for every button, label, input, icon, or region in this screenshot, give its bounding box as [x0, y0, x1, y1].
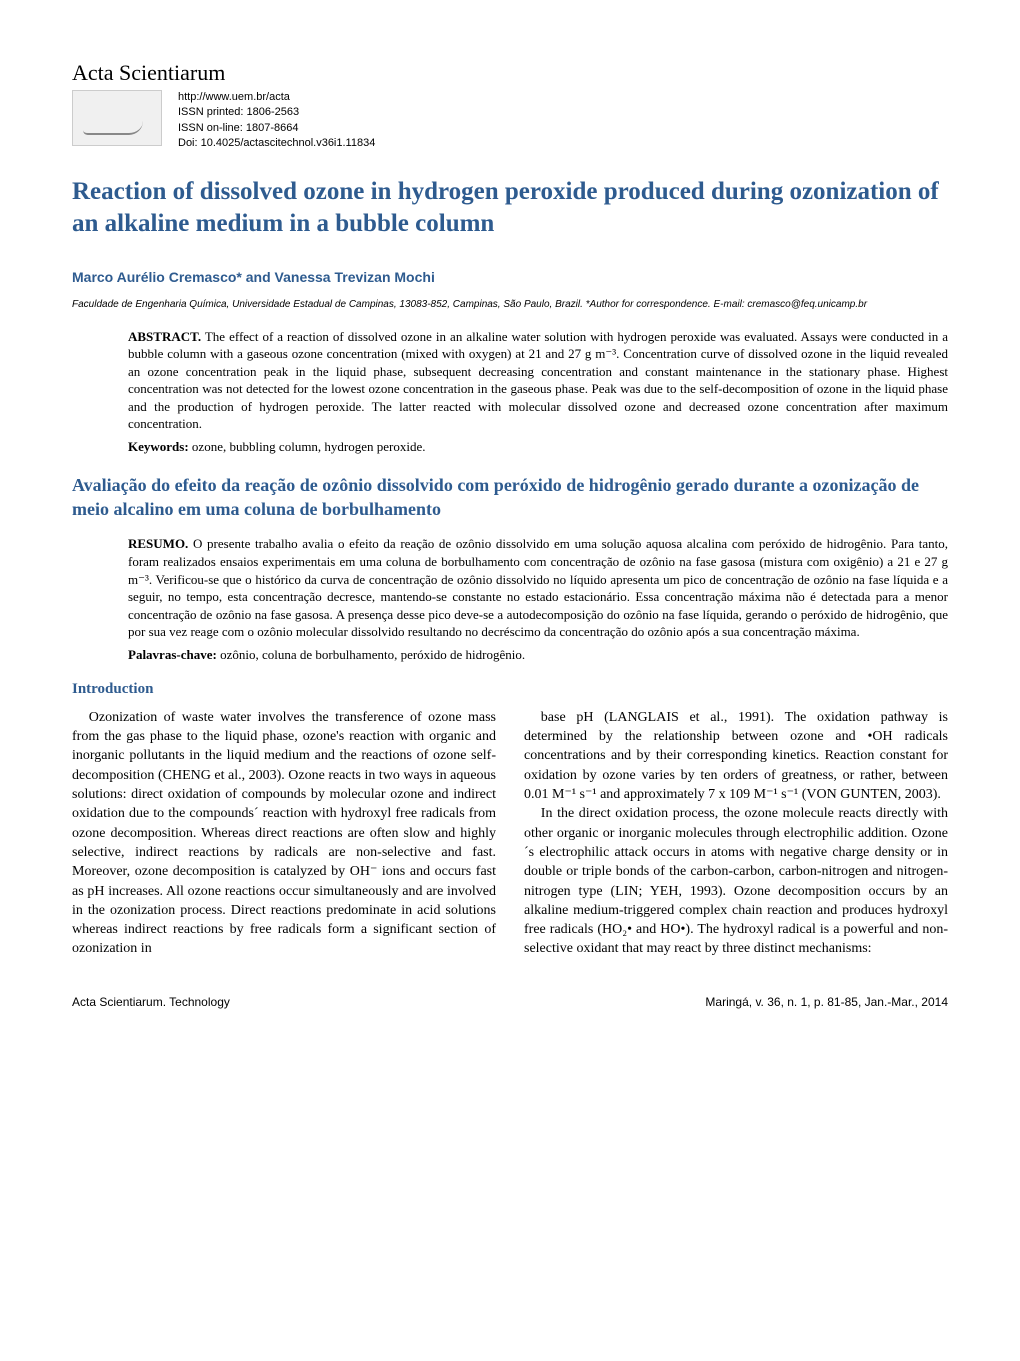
- introduction-heading: Introduction: [72, 681, 948, 698]
- keywords-en: Keywords: ozone, bubbling column, hydrog…: [128, 439, 948, 455]
- header-row: http://www.uem.br/acta ISSN printed: 180…: [72, 90, 948, 152]
- footer-left: Acta Scientiarum. Technology: [72, 995, 230, 1009]
- body-columns: Ozonization of waste water involves the …: [72, 708, 948, 959]
- keywords-en-label: Keywords:: [128, 439, 189, 454]
- issn-online: ISSN on-line: 1807-8664: [178, 121, 375, 136]
- affiliation: Faculdade de Engenharia Química, Univers…: [72, 299, 948, 310]
- keywords-pt-text: ozônio, coluna de borbulhamento, peróxid…: [217, 647, 525, 662]
- intro-paragraph-2: base pH (LANGLAIS et al., 1991). The oxi…: [524, 708, 948, 805]
- abstract-en-label: ABSTRACT.: [128, 329, 201, 344]
- article-title-pt: Avaliação do efeito da reação de ozônio …: [72, 473, 948, 522]
- abstract-pt-body: O presente trabalho avalia o efeito da r…: [128, 536, 948, 639]
- keywords-pt-label: Palavras-chave:: [128, 647, 217, 662]
- authors: Marco Aurélio Cremasco* and Vanessa Trev…: [72, 269, 948, 285]
- keywords-en-text: ozone, bubbling column, hydrogen peroxid…: [189, 439, 426, 454]
- intro-paragraph-3: In the direct oxidation process, the ozo…: [524, 804, 948, 959]
- page-footer: Acta Scientiarum. Technology Maringá, v.…: [72, 989, 948, 1009]
- article-title: Reaction of dissolved ozone in hydrogen …: [72, 176, 948, 241]
- abstract-pt-block: RESUMO. O presente trabalho avalia o efe…: [72, 535, 948, 662]
- keywords-pt: Palavras-chave: ozônio, coluna de borbul…: [128, 647, 948, 663]
- journal-meta: http://www.uem.br/acta ISSN printed: 180…: [178, 90, 375, 152]
- intro-paragraph-1: Ozonization of waste water involves the …: [72, 708, 496, 959]
- abstract-en-body: The effect of a reaction of dissolved oz…: [128, 329, 948, 432]
- journal-url: http://www.uem.br/acta: [178, 90, 375, 105]
- journal-logo: [72, 90, 162, 146]
- footer-right: Maringá, v. 36, n. 1, p. 81-85, Jan.-Mar…: [705, 995, 948, 1009]
- issn-print: ISSN printed: 1806-2563: [178, 105, 375, 120]
- journal-name: Acta Scientiarum: [72, 60, 948, 86]
- abstract-pt-label: RESUMO.: [128, 536, 188, 551]
- abstract-pt-text: RESUMO. O presente trabalho avalia o efe…: [128, 535, 948, 640]
- abstract-en-block: ABSTRACT. The effect of a reaction of di…: [72, 328, 948, 455]
- doi: Doi: 10.4025/actascitechnol.v36i1.11834: [178, 136, 375, 151]
- abstract-en-text: ABSTRACT. The effect of a reaction of di…: [128, 328, 948, 433]
